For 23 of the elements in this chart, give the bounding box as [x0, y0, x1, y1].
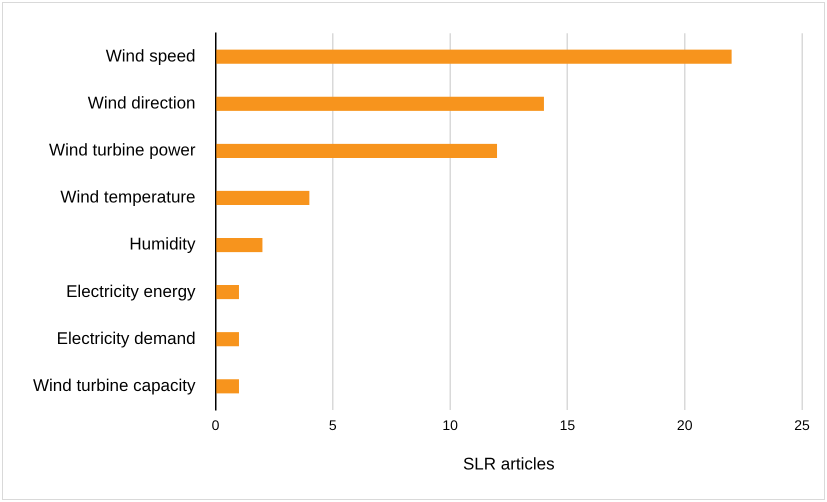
bar — [216, 190, 310, 206]
bar — [216, 50, 732, 64]
x-tick-label: 5 — [328, 417, 337, 434]
x-axis-title: SLR articles — [462, 454, 555, 474]
x-tick-label: 15 — [560, 417, 576, 434]
y-tick-label: Electricity demand — [56, 328, 196, 348]
bar — [216, 144, 498, 158]
y-tick-label: Wind turbine power — [49, 140, 196, 160]
bar — [216, 238, 262, 252]
y-tick-label: Wind turbine capacity — [32, 376, 196, 395]
y-tick-label: Wind temperature — [60, 188, 196, 207]
y-tick-label: Humidity — [129, 234, 196, 254]
bar — [216, 379, 239, 394]
y-tick-label: Electricity energy — [66, 282, 196, 301]
bar — [216, 96, 544, 111]
y-tick-label: Wind direction — [88, 94, 196, 112]
x-tick-label: 25 — [794, 417, 810, 434]
y-tick-label: Wind speed — [106, 46, 196, 66]
x-tick-label: 0 — [212, 417, 220, 434]
x-tick-label: 20 — [676, 417, 693, 434]
bar — [216, 285, 239, 300]
bar — [216, 332, 239, 346]
x-tick-label: 10 — [442, 417, 458, 434]
